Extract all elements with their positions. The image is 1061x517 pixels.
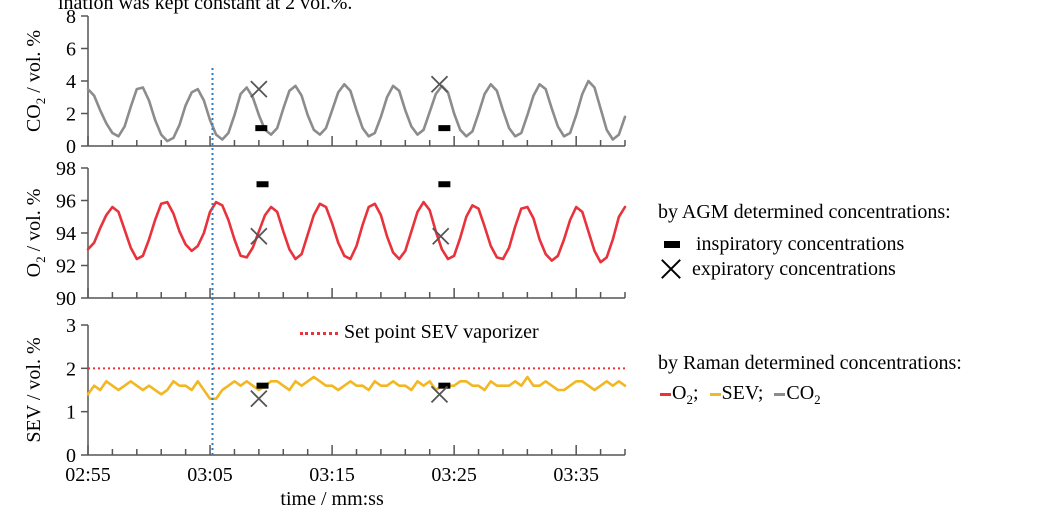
inspiratory-dash-icon (664, 240, 680, 248)
expiratory-marker (250, 227, 268, 245)
xtick-label: 03:35 (553, 464, 599, 486)
inspiratory-marker (438, 125, 451, 132)
o2-ytick-label: 98 (56, 158, 76, 180)
raman-o2-sub: 2 (686, 392, 693, 407)
inspiratory-label: inspiratory concentrations (696, 233, 905, 255)
sev-ytick-label: 3 (66, 315, 76, 337)
inspiratory-marker (256, 181, 269, 188)
sev-ytick-label: 0 (66, 445, 76, 467)
o2-ylabel: O2 / vol. % (23, 189, 48, 278)
o2-series-line (86, 200, 627, 264)
raman-legend-items: O2; SEV; CO2 (660, 383, 962, 406)
expiratory-marker (250, 390, 268, 408)
raman-legend-title: by Raman determined concentrations: (658, 352, 962, 374)
inspiratory-marker (256, 382, 269, 389)
co2-ytick-label: 4 (66, 71, 76, 93)
raman-sep: ; (692, 382, 699, 404)
set-point-legend: Set point SEV vaporizer (300, 322, 539, 342)
x-axis-title: time / mm:ss (280, 488, 384, 510)
raman-o2: O (672, 382, 687, 404)
expiratory-marker (430, 385, 449, 403)
expiratory-marker (250, 80, 268, 98)
agm-legend: by AGM determined concentrations: inspir… (658, 202, 951, 280)
expiratory-marker (430, 75, 449, 93)
set-point-label: Set point SEV vaporizer (344, 321, 539, 343)
expiratory-marker (432, 227, 450, 245)
inspiratory-marker (438, 382, 451, 389)
o2-ytick-label: 90 (56, 288, 76, 310)
inspiratory-marker (438, 181, 451, 188)
co2-ytick-label: 2 (66, 104, 76, 126)
raman-legend: by Raman determined concentrations: O2; … (658, 353, 962, 406)
sev-series-line (86, 375, 627, 401)
set-point-dots-icon (300, 331, 338, 335)
o2-line-icon (660, 392, 671, 396)
inspiratory-marker (255, 125, 268, 132)
o2-ytick-label: 94 (56, 223, 76, 245)
xtick-label: 03:05 (187, 464, 233, 486)
xtick-label: 03:15 (309, 464, 355, 486)
expiratory-cross-icon (660, 258, 682, 280)
xtick-label: 02:55 (65, 464, 111, 486)
co2-line-icon (774, 392, 786, 396)
co2-ytick-label: 0 (66, 136, 76, 158)
raman-co2: CO (786, 382, 815, 404)
xtick-label: 03:25 (431, 464, 477, 486)
o2-ytick-label: 92 (56, 256, 76, 278)
agm-legend-title: by AGM determined concentrations: (658, 201, 951, 223)
sev-line-icon (709, 392, 721, 396)
raman-co2-sub: 2 (814, 392, 821, 407)
sev-ytick-label: 2 (66, 358, 76, 380)
sev-ylabel: SEV / vol. % (23, 337, 45, 442)
legend-item-expiratory: expiratory concentrations (660, 258, 951, 280)
co2-series-line (86, 79, 627, 143)
co2-ylabel: CO2 / vol. % (23, 30, 48, 132)
o2-ytick-label: 96 (56, 191, 76, 213)
co2-ytick-label: 8 (66, 6, 76, 28)
legend-item-inspiratory: inspiratory concentrations (660, 234, 951, 254)
raman-sev: SEV; (721, 382, 764, 404)
co2-ytick-label: 6 (66, 39, 76, 61)
expiratory-label: expiratory concentrations (692, 258, 896, 280)
sev-ytick-label: 1 (66, 402, 76, 424)
caption-fragment: ination was kept constant at 2 vol.%. (58, 0, 353, 14)
